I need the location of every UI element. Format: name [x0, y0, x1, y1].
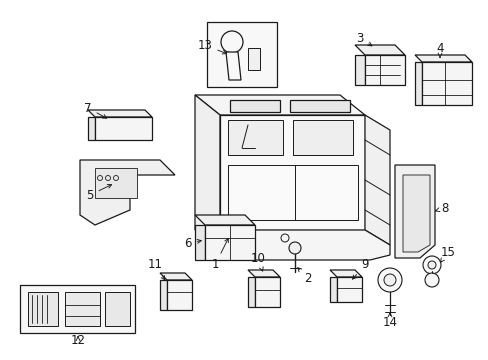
- Polygon shape: [88, 117, 95, 140]
- Polygon shape: [88, 110, 152, 117]
- Bar: [247, 48, 260, 70]
- Bar: [105, 292, 130, 326]
- Polygon shape: [220, 115, 364, 230]
- Polygon shape: [80, 160, 175, 225]
- Polygon shape: [364, 55, 404, 85]
- Polygon shape: [394, 165, 434, 258]
- Text: 5: 5: [86, 185, 111, 202]
- Bar: [206, 22, 276, 87]
- Text: 14: 14: [382, 313, 397, 329]
- Text: 11: 11: [147, 258, 164, 280]
- Polygon shape: [247, 270, 280, 277]
- Text: 3: 3: [356, 32, 371, 46]
- Polygon shape: [354, 55, 364, 85]
- Polygon shape: [195, 225, 204, 260]
- Polygon shape: [204, 225, 254, 260]
- Polygon shape: [414, 55, 471, 62]
- Polygon shape: [336, 277, 361, 302]
- Polygon shape: [402, 175, 429, 252]
- Bar: [28, 292, 58, 326]
- Text: 12: 12: [70, 333, 85, 346]
- Text: 6: 6: [184, 237, 201, 249]
- Polygon shape: [364, 115, 389, 245]
- Text: 9: 9: [352, 258, 368, 279]
- Circle shape: [383, 274, 395, 286]
- Polygon shape: [160, 273, 192, 280]
- Polygon shape: [414, 62, 421, 105]
- Text: 1: 1: [211, 238, 228, 271]
- Polygon shape: [195, 95, 220, 230]
- Text: 15: 15: [440, 246, 454, 262]
- Polygon shape: [421, 62, 471, 105]
- Circle shape: [424, 273, 438, 287]
- Polygon shape: [354, 45, 404, 55]
- Text: 2: 2: [297, 268, 311, 284]
- Bar: [20, 285, 135, 333]
- Polygon shape: [329, 270, 361, 277]
- Text: 7: 7: [84, 102, 106, 118]
- Bar: [227, 120, 283, 155]
- Polygon shape: [167, 280, 192, 310]
- Text: 8: 8: [435, 202, 448, 215]
- Polygon shape: [195, 95, 364, 115]
- Polygon shape: [220, 230, 389, 260]
- Polygon shape: [247, 277, 254, 307]
- Polygon shape: [160, 280, 167, 310]
- Circle shape: [288, 242, 301, 254]
- Bar: [95, 168, 137, 198]
- Circle shape: [221, 31, 243, 53]
- Bar: [292, 120, 352, 155]
- Polygon shape: [195, 215, 254, 225]
- Polygon shape: [95, 117, 152, 140]
- Bar: [229, 100, 280, 112]
- Bar: [227, 165, 357, 220]
- Circle shape: [427, 261, 435, 269]
- Bar: [65, 292, 100, 326]
- Polygon shape: [329, 277, 336, 302]
- Polygon shape: [254, 277, 280, 307]
- Circle shape: [377, 268, 401, 292]
- Bar: [289, 100, 349, 112]
- Text: 13: 13: [197, 39, 226, 54]
- Circle shape: [422, 256, 440, 274]
- Text: 4: 4: [435, 41, 443, 57]
- Polygon shape: [225, 52, 241, 80]
- Text: 10: 10: [250, 252, 265, 271]
